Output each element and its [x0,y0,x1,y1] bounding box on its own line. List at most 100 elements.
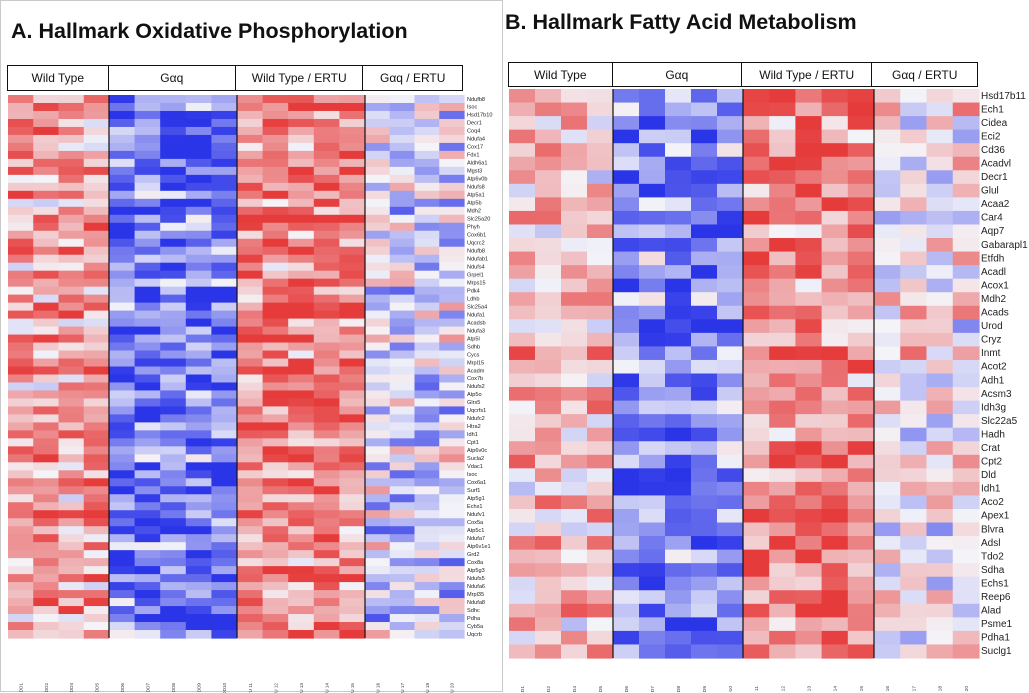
heatmap-cell [561,441,588,456]
heatmap-cell [109,470,136,479]
heatmap-cell [365,222,391,232]
heatmap-cell [339,246,366,256]
heatmap-cell [952,224,980,239]
heatmap-cell [743,590,770,605]
heatmap-cell [58,190,85,200]
heatmap-cell [33,294,60,304]
heatmap-cell [83,174,110,184]
heatmap-cell [134,238,161,248]
panel-b-group-header: Wild Type Gαq Wild Type / ERTU Gαq / ERT… [508,62,978,87]
heatmap-cell [665,414,692,429]
heatmap-cell [109,494,136,503]
heatmap-cell [134,95,161,104]
heatmap-cell [926,332,954,348]
heatmap-cell [8,126,34,136]
heatmap-cell [109,446,136,455]
heatmap-cell [926,536,954,551]
heatmap-cell [389,246,416,256]
heatmap-cell [952,265,980,280]
heatmap-cell [665,617,692,632]
heatmap-cell [847,346,875,361]
heatmap-cell [160,470,187,479]
heatmap-cell [185,590,212,599]
heatmap-cell [262,598,289,607]
heatmap-cell [561,238,588,253]
heatmap-cell [160,198,187,208]
heatmap-cell [613,319,640,334]
heatmap-cell [262,534,289,543]
column-label: WT ERTU 11 [754,686,760,692]
heatmap-cell [8,270,34,280]
heatmap-cell [83,142,110,152]
heatmap-cell [339,574,366,583]
heatmap-cell [509,536,536,551]
heatmap-cell [821,359,849,375]
heatmap-cell [926,576,954,591]
heatmap-cell [926,644,954,659]
heatmap-cell [639,170,666,185]
heatmap-cell [109,422,136,431]
gene-label: Grpel1 [467,272,484,278]
heatmap-cell [33,414,60,423]
heatmap-cell [439,446,465,455]
heatmap-cell [109,574,136,583]
column-label: Gq DD7 [145,683,150,693]
heatmap-cell [288,182,315,192]
heatmap-cell [58,374,85,384]
heatmap-cell [33,470,60,479]
heatmap-cell [665,183,692,198]
heatmap-cell [288,238,315,248]
heatmap-cell [185,110,212,120]
heatmap-cell [769,522,796,537]
heatmap-cell [237,278,264,288]
heatmap-cell [795,481,823,497]
heatmap-cell [535,359,562,375]
heatmap-cell [160,366,187,376]
heatmap-cell [874,278,901,293]
heatmap-cell [262,334,289,344]
heatmap-cell [365,190,391,200]
gene-label: Aco2 [981,497,1004,508]
heatmap-cell [33,454,60,463]
group-label-wild-type: Wild Type [8,66,109,90]
heatmap-cell [439,110,465,120]
heatmap-cell [313,486,340,495]
heatmap-cell [185,198,212,208]
heatmap-cell [288,550,315,559]
heatmap-cell [134,150,161,160]
heatmap-cell [874,427,901,442]
heatmap-cell [509,481,536,497]
heatmap-cell [665,129,692,144]
heatmap-cell [339,502,366,511]
heatmap-cell [109,318,136,328]
heatmap-cell [134,422,161,431]
heatmap-cell [587,156,614,171]
heatmap-cell [743,346,770,361]
heatmap-cell [8,158,34,168]
gene-label: Ndufab1 [467,256,488,262]
heatmap-cell [288,470,315,479]
heatmap-cell [134,534,161,543]
heatmap-cell [8,174,34,184]
heatmap-cell [185,206,212,216]
heatmap-cell [821,590,849,605]
heatmap-cell [160,246,187,256]
heatmap-cell [414,278,440,288]
heatmap-cell [83,262,110,272]
heatmap-cell [58,286,85,296]
heatmap-cell [58,590,85,599]
gene-label: Ndufv1 [467,512,485,518]
heatmap-cell [665,400,692,415]
heatmap-cell [8,95,34,104]
heatmap-cell [743,156,770,171]
heatmap-cell [313,478,340,487]
heatmap-cell [237,366,264,376]
heatmap-cell [900,481,928,497]
heatmap-cell [237,182,264,192]
heatmap-cell [509,400,536,415]
heatmap-cell [288,526,315,535]
heatmap-cell [613,576,640,591]
heatmap-cell [691,387,718,402]
heatmap-cell [769,129,796,144]
heatmap-cell [795,102,823,117]
